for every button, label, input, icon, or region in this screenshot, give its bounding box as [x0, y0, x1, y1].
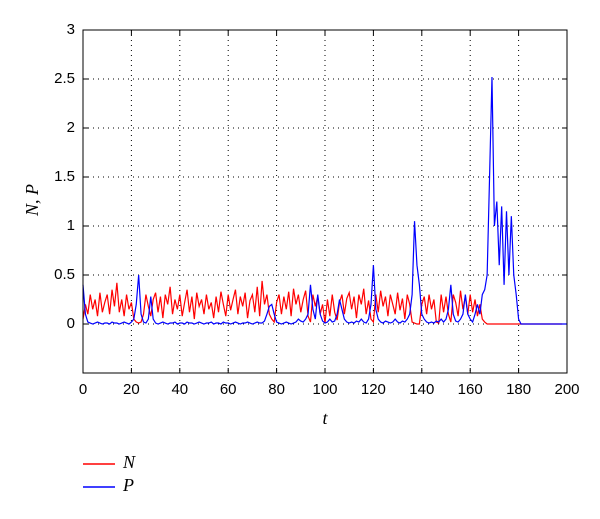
y-tick-label: 1	[67, 217, 75, 234]
y-tick-label: 2.5	[54, 70, 75, 87]
x-tick-label: 0	[79, 381, 87, 398]
legend-label: P	[122, 475, 134, 495]
x-tick-label: 140	[409, 381, 434, 398]
y-tick-label: 2	[67, 119, 75, 136]
x-tick-label: 100	[312, 381, 337, 398]
legend-label: N	[122, 452, 136, 472]
x-tick-label: 20	[123, 381, 140, 398]
x-tick-label: 80	[268, 381, 285, 398]
x-tick-label: 60	[220, 381, 237, 398]
x-axis-label: t	[322, 408, 328, 428]
x-tick-label: 200	[554, 381, 579, 398]
x-tick-label: 120	[361, 381, 386, 398]
line-series	[82, 280, 563, 325]
y-tick-label: 0	[67, 315, 75, 332]
x-tick-label: 40	[171, 381, 188, 398]
x-tick-label: 160	[458, 381, 483, 398]
y-tick-label: 1.5	[54, 168, 75, 185]
x-tick-label: 180	[506, 381, 531, 398]
y-axis-label: N, P	[22, 184, 42, 217]
line-series	[82, 77, 567, 325]
plot-border	[82, 29, 568, 374]
y-tick-label: 0.5	[54, 266, 75, 283]
y-tick-label: 3	[67, 21, 75, 38]
